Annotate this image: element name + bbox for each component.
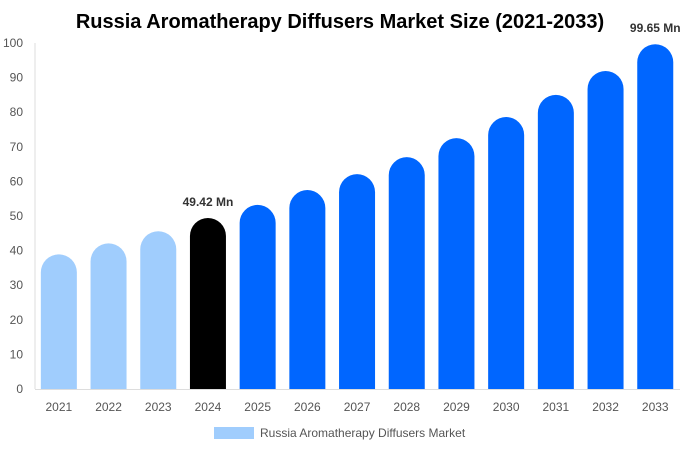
y-tick-label: 90 bbox=[10, 71, 24, 85]
bar-2031 bbox=[537, 94, 574, 389]
bar-2022 bbox=[90, 243, 127, 389]
y-tick-label: 20 bbox=[10, 313, 24, 327]
y-tick-label: 0 bbox=[16, 382, 23, 396]
y-tick-label: 10 bbox=[10, 347, 24, 361]
y-tick-label: 30 bbox=[10, 278, 24, 292]
bar-2026 bbox=[289, 190, 326, 389]
y-tick-label: 50 bbox=[10, 209, 24, 223]
x-tick-label: 2025 bbox=[244, 400, 271, 414]
x-tick-label: 2022 bbox=[95, 400, 122, 414]
x-tick-label: 2028 bbox=[393, 400, 420, 414]
x-tick-label: 2031 bbox=[542, 400, 569, 414]
y-tick-label: 70 bbox=[10, 140, 24, 154]
bar-2024 bbox=[189, 218, 226, 389]
x-tick-label: 2029 bbox=[443, 400, 470, 414]
bar-2021 bbox=[40, 254, 77, 389]
legend-swatch bbox=[214, 427, 254, 439]
bar-2025 bbox=[239, 204, 276, 389]
bar-2028 bbox=[388, 157, 425, 389]
data-label: 49.42 Mn bbox=[183, 195, 234, 209]
x-tick-label: 2024 bbox=[195, 400, 222, 414]
bar-2029 bbox=[438, 138, 475, 389]
y-tick-label: 80 bbox=[10, 105, 24, 119]
bar-2030 bbox=[488, 117, 525, 389]
x-tick-label: 2026 bbox=[294, 400, 321, 414]
x-tick-label: 2027 bbox=[344, 400, 371, 414]
y-tick-label: 100 bbox=[3, 36, 23, 50]
data-label: 99.65 Mn bbox=[630, 21, 680, 35]
y-tick-label: 40 bbox=[10, 244, 24, 258]
bar-2033 bbox=[637, 44, 674, 389]
chart-title: Russia Aromatherapy Diffusers Market Siz… bbox=[76, 11, 604, 33]
bar-2032 bbox=[587, 71, 624, 389]
x-tick-label: 2023 bbox=[145, 400, 172, 414]
y-tick-label: 60 bbox=[10, 174, 24, 188]
x-tick-label: 2021 bbox=[45, 400, 72, 414]
legend-label: Russia Aromatherapy Diffusers Market bbox=[260, 426, 466, 440]
bar-2027 bbox=[339, 174, 376, 389]
x-tick-label: 2033 bbox=[642, 400, 669, 414]
x-tick-label: 2030 bbox=[493, 400, 520, 414]
bar-2023 bbox=[140, 231, 177, 389]
x-tick-label: 2032 bbox=[592, 400, 619, 414]
